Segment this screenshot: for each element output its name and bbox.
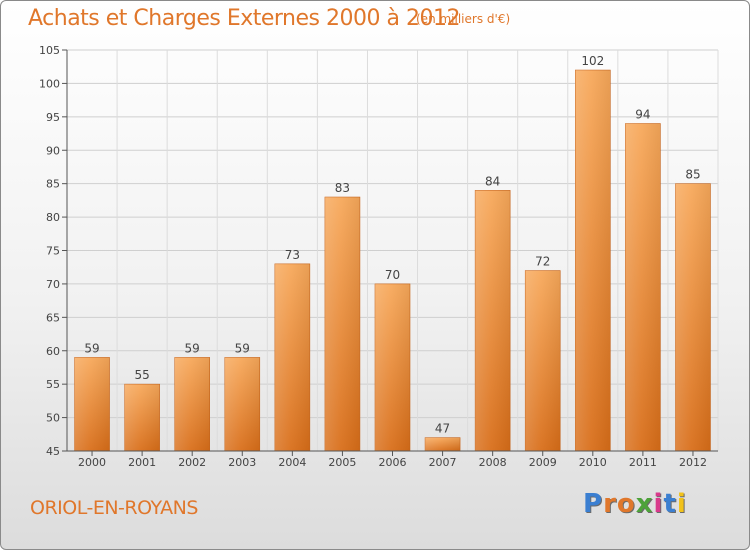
bar-shine <box>375 283 410 451</box>
chart-title: Achats et Charges Externes 2000 à 2012 <box>28 6 460 31</box>
x-tick-label: 2001 <box>128 456 156 469</box>
bar-value-label: 73 <box>285 248 300 262</box>
bar-value-label: 72 <box>535 255 550 269</box>
bar-shine <box>675 183 711 451</box>
bar-value-label: 59 <box>84 341 99 355</box>
bar-value-label: 83 <box>335 181 350 195</box>
x-tick-label: 2004 <box>278 456 306 469</box>
y-tick-label: 85 <box>46 178 60 191</box>
x-tick-label: 2003 <box>228 456 256 469</box>
y-tick-label: 90 <box>46 144 60 157</box>
bar-shine <box>274 263 310 451</box>
bar-value-label: 70 <box>385 268 400 282</box>
bar-shine <box>475 190 511 451</box>
bar-value-label: 59 <box>235 341 250 355</box>
brand-letter: o <box>616 489 636 519</box>
chart-subtitle: (en milliers d'€) <box>416 12 511 26</box>
x-tick-label: 2007 <box>429 456 457 469</box>
y-tick-label: 80 <box>46 211 60 224</box>
brand-letter: t <box>663 489 677 519</box>
bar-value-label: 59 <box>185 341 200 355</box>
bar-value-label: 84 <box>485 174 500 188</box>
bar-shine <box>74 357 110 451</box>
bar-shine <box>124 384 160 451</box>
y-tick-label: 50 <box>46 412 60 425</box>
bar-value-label: 85 <box>685 168 700 182</box>
bar-shine <box>525 270 561 451</box>
location-name: ORIOL-EN-ROYANS <box>30 497 198 519</box>
y-tick-label: 95 <box>46 111 60 124</box>
brand-letter: P <box>583 489 604 519</box>
y-tick-label: 70 <box>46 278 60 291</box>
x-tick-label: 2005 <box>328 456 356 469</box>
bar-shine <box>625 123 661 452</box>
bar-shine <box>174 357 210 451</box>
y-tick-label: 55 <box>46 378 60 391</box>
x-tick-label: 2010 <box>579 456 607 469</box>
bar-value-label: 47 <box>435 422 450 436</box>
x-tick-label: 2006 <box>379 456 407 469</box>
x-tick-label: 2002 <box>178 456 206 469</box>
y-tick-label: 100 <box>39 77 60 90</box>
y-tick-label: 65 <box>46 311 60 324</box>
x-tick-label: 2008 <box>479 456 507 469</box>
y-tick-label: 105 <box>39 44 60 57</box>
y-tick-label: 75 <box>46 245 60 258</box>
bar-shine <box>224 357 260 451</box>
bar-value-label: 94 <box>635 108 650 122</box>
bar-shine <box>425 437 461 451</box>
brand-logo: Proxiti <box>583 489 687 519</box>
bar-shine <box>575 70 611 452</box>
bar-shine <box>324 197 360 451</box>
x-tick-label: 2000 <box>78 456 106 469</box>
brand-letter: x <box>635 489 654 519</box>
brand-letter: r <box>603 489 617 519</box>
x-tick-label: 2011 <box>629 456 657 469</box>
x-tick-label: 2012 <box>679 456 707 469</box>
x-tick-label: 2009 <box>529 456 557 469</box>
y-tick-label: 45 <box>46 445 60 458</box>
bar-value-label: 55 <box>134 368 149 382</box>
brand-letter: i <box>676 489 687 519</box>
y-tick-label: 60 <box>46 345 60 358</box>
brand-letter: i <box>653 489 664 519</box>
bar-value-label: 102 <box>581 54 604 68</box>
